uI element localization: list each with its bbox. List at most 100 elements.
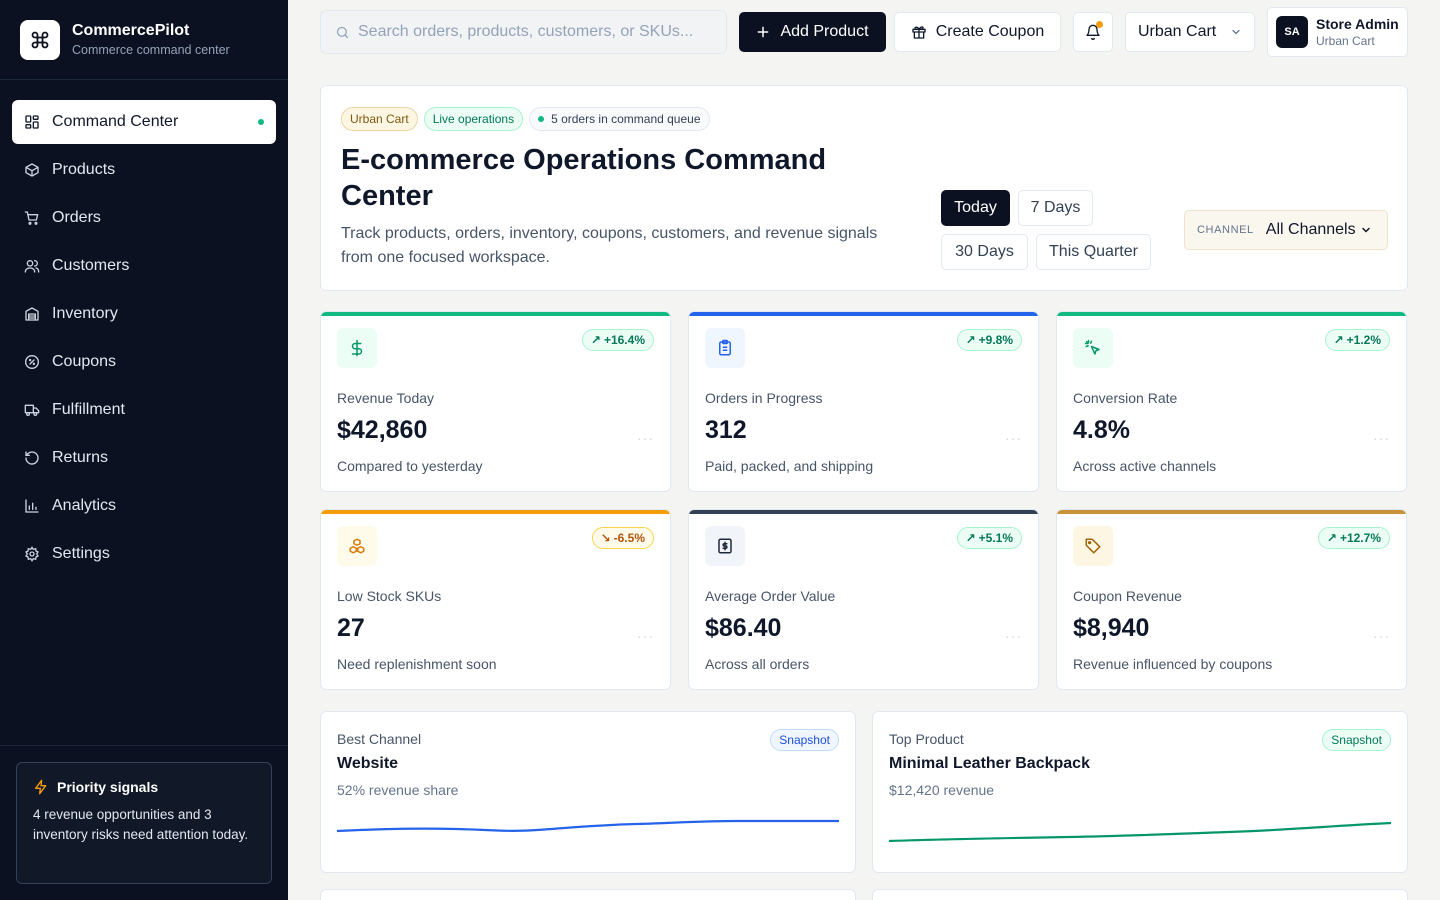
kpi-label: Coupon Revenue [1073, 588, 1182, 604]
kpi-note: Across all orders [705, 656, 810, 672]
trend-up-icon: ↗ [590, 333, 601, 347]
sidebar-item-orders[interactable]: Orders [12, 196, 276, 240]
sidebar-item-customers[interactable]: Customers [12, 244, 276, 288]
kpi-accent-bar [1057, 312, 1406, 316]
chevron-down-icon [1230, 26, 1242, 38]
kpi-card-coupon-revenue[interactable]: ↗ +12.7% Coupon Revenue $8,940 ··· Revenu… [1056, 509, 1407, 690]
snapshot-badge: Snapshot [770, 729, 839, 751]
store-select-value: Urban Cart [1138, 23, 1217, 40]
more-icon[interactable]: ··· [637, 628, 654, 644]
more-icon[interactable]: ··· [1005, 628, 1022, 644]
topbar: Add Product Create Coupon Urban Cart SA … [288, 0, 1440, 64]
sidebar-item-coupons[interactable]: Coupons [12, 340, 276, 384]
kpi-card-revenue-today[interactable]: ↗ +16.4% Revenue Today $42,860 ··· Compar… [320, 311, 671, 492]
kpi-note: Revenue influenced by coupons [1073, 656, 1273, 672]
snapshot-card-top-product[interactable]: Top Product Snapshot Minimal Leather Bac… [872, 711, 1408, 873]
kpi-value: $42,860 [337, 416, 428, 444]
snapshot-label: Best Channel [337, 731, 422, 747]
add-product-label: Add Product [780, 23, 869, 40]
trend-value: +1.2% [1346, 333, 1381, 347]
sparkline [337, 819, 839, 833]
snapshot-badge: Snapshot [1322, 729, 1391, 751]
trend-badge: ↗ +16.4% [581, 329, 654, 351]
more-icon[interactable]: ··· [637, 430, 654, 446]
bell-icon [1085, 24, 1101, 40]
sidebar-item-returns[interactable]: Returns [12, 436, 276, 480]
snapshot-title: Website [337, 755, 399, 772]
channel-select[interactable]: CHANNEL All Channels [1184, 210, 1388, 250]
truck-icon [24, 402, 40, 418]
active-dot [258, 119, 264, 125]
snapshot-label: Top Product [889, 731, 964, 747]
return-icon [24, 450, 40, 466]
percent-icon [24, 354, 40, 370]
snapshot-card-best-channel[interactable]: Best Channel Snapshot Website 52% revenu… [320, 711, 856, 873]
channel-label: CHANNEL [1197, 224, 1254, 236]
more-icon[interactable]: ··· [1373, 430, 1390, 446]
sidebar-item-label: Inventory [52, 305, 118, 322]
brand-subtitle: Commerce command center [72, 43, 230, 57]
user-menu[interactable]: SA Store Admin Urban Cart [1267, 7, 1408, 57]
sidebar: CommercePilot Commerce command center Co… [0, 0, 288, 900]
trend-badge: ↗ +12.7% [1317, 527, 1390, 549]
add-product-button[interactable]: Add Product [739, 12, 886, 52]
cursor-click-icon [1073, 328, 1113, 368]
snapshot-subtitle: 52% revenue share [337, 782, 459, 798]
more-icon[interactable]: ··· [1373, 628, 1390, 644]
hero-panel: Urban Cart Live operations 5 orders in c… [320, 85, 1408, 291]
range-7-days-button[interactable]: 7 Days [1018, 190, 1093, 226]
priority-signals-card[interactable]: Priority signals 4 revenue opportunities… [16, 762, 272, 884]
kpi-value: 27 [337, 614, 365, 642]
queue-dot [538, 116, 545, 122]
trend-value: +16.4% [603, 333, 645, 347]
sidebar-item-label: Products [52, 161, 116, 178]
bar-chart-icon [24, 498, 40, 514]
kpi-value: $86.40 [705, 614, 782, 642]
sidebar-item-label: Fulfillment [52, 401, 125, 418]
more-icon[interactable]: ··· [1005, 430, 1022, 446]
range-today-button[interactable]: Today [941, 190, 1010, 226]
kpi-card-low-stock-skus[interactable]: ↘ -6.5% Low Stock SKUs 27 ··· Need replen… [320, 509, 671, 690]
sidebar-item-settings[interactable]: Settings [12, 532, 276, 576]
chevron-down-icon [1360, 224, 1372, 236]
plus-icon [756, 25, 770, 39]
trend-value: +12.7% [1339, 531, 1381, 545]
trend-badge: ↗ +1.2% [1324, 329, 1390, 351]
boxes-icon [337, 526, 377, 566]
notification-dot [1096, 21, 1103, 28]
panel-stub [872, 889, 1408, 900]
sidebar-item-fulfillment[interactable]: Fulfillment [12, 388, 276, 432]
sidebar-item-products[interactable]: Products [12, 148, 276, 192]
kpi-accent-bar [321, 510, 670, 514]
tag-icon [1073, 526, 1113, 566]
users-icon [24, 258, 40, 274]
trend-badge: ↗ +5.1% [956, 527, 1022, 549]
brand[interactable]: CommercePilot Commerce command center [0, 0, 288, 80]
kpi-card-conversion-rate[interactable]: ↗ +1.2% Conversion Rate 4.8% ··· Across a… [1056, 311, 1407, 492]
command-icon [20, 19, 60, 60]
range-30-days-button[interactable]: 30 Days [941, 234, 1028, 270]
notifications-button[interactable] [1073, 12, 1113, 52]
create-coupon-button[interactable]: Create Coupon [894, 12, 1061, 52]
snapshot-subtitle: $12,420 revenue [889, 782, 995, 798]
channel-value: All Channels [1265, 221, 1356, 238]
search-input[interactable] [358, 23, 708, 41]
trend-down-icon: ↘ [600, 531, 611, 545]
trend-value: +5.1% [978, 531, 1013, 545]
sidebar-item-command-center[interactable]: Command Center [12, 100, 276, 144]
kpi-note: Compared to yesterday [337, 458, 483, 474]
kpi-label: Average Order Value [705, 588, 836, 604]
search-icon [335, 25, 350, 40]
kpi-label: Low Stock SKUs [337, 588, 442, 604]
warehouse-icon [24, 306, 40, 322]
kpi-card-orders-in-progress[interactable]: ↗ +9.8% Orders in Progress 312 ··· Paid, … [688, 311, 1039, 492]
store-chip: Urban Cart [341, 107, 418, 131]
range-this-quarter-button[interactable]: This Quarter [1036, 234, 1151, 270]
kpi-card-average-order-value[interactable]: ↗ +5.1% Average Order Value $86.40 ··· Ac… [688, 509, 1039, 690]
sidebar-item-analytics[interactable]: Analytics [12, 484, 276, 528]
trend-value: +9.8% [978, 333, 1013, 347]
live-status-chip: Live operations [423, 107, 524, 131]
search-box [320, 10, 727, 54]
sidebar-item-inventory[interactable]: Inventory [12, 292, 276, 336]
store-select[interactable]: Urban Cart [1125, 12, 1255, 52]
